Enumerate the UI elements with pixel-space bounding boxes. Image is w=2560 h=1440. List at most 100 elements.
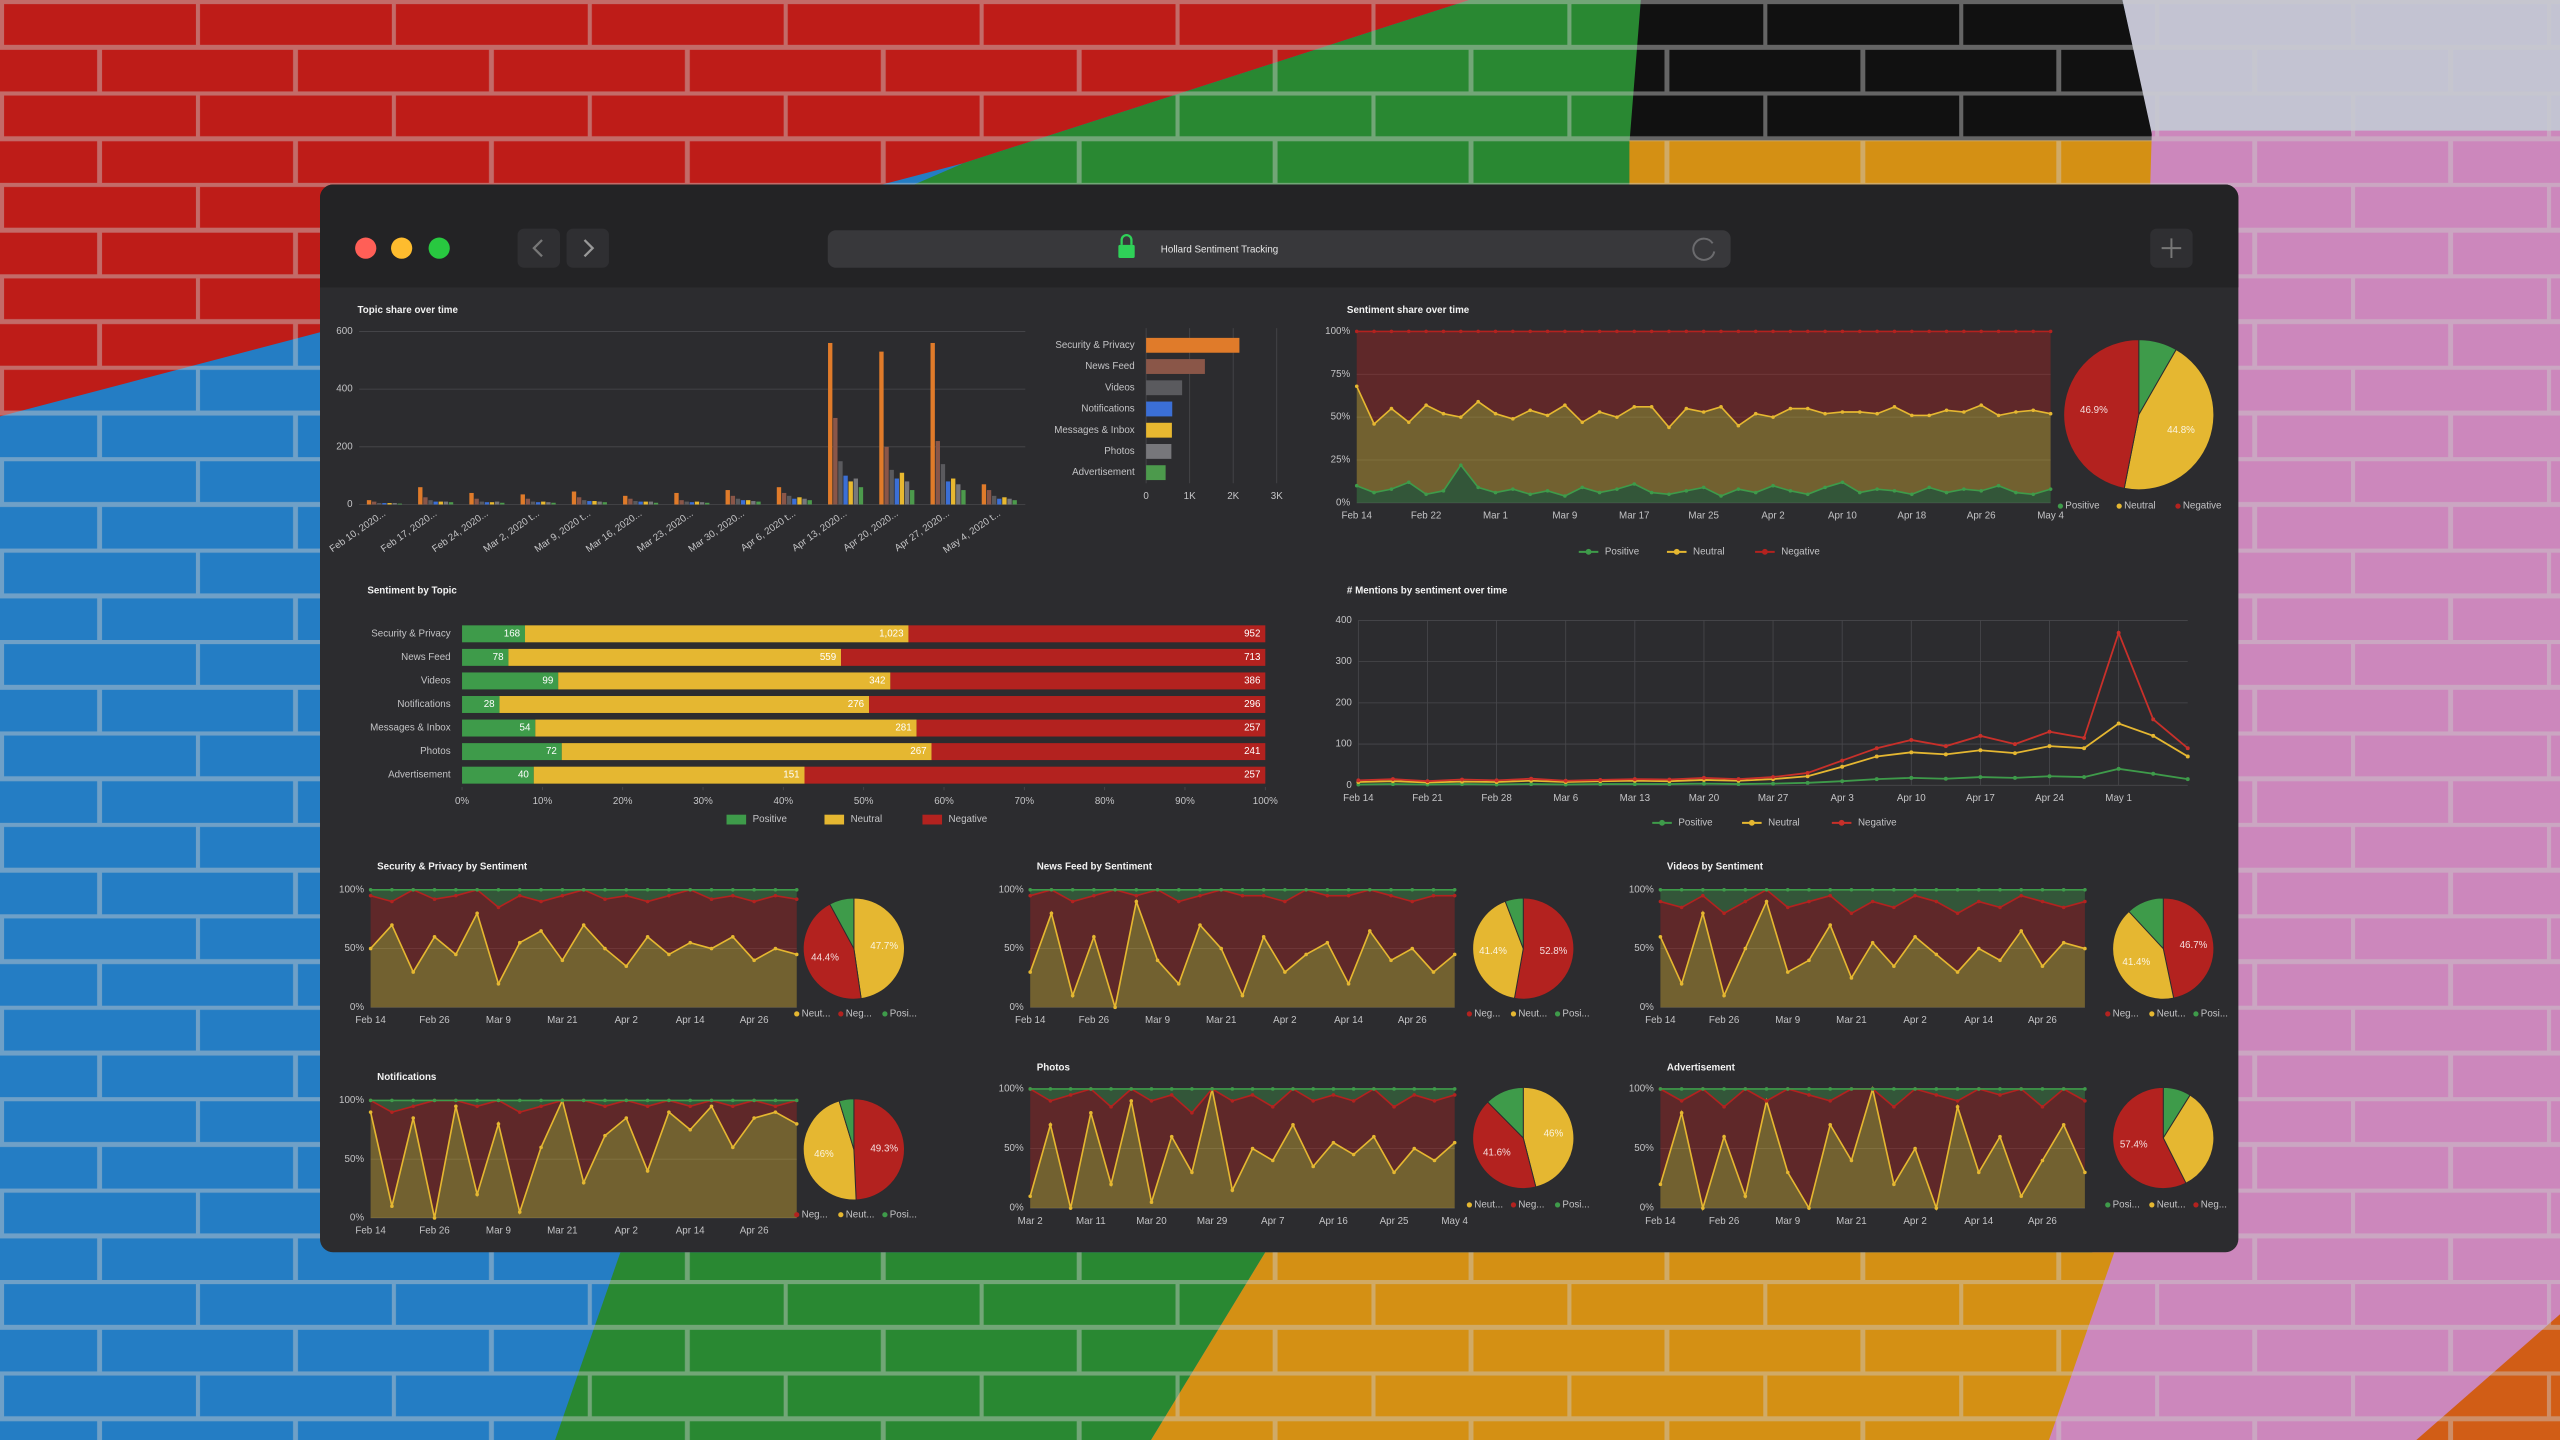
point (1943, 744, 1948, 749)
point (1658, 1182, 1663, 1187)
point (1955, 970, 1960, 974)
point (1563, 494, 1567, 498)
point (1431, 970, 1436, 974)
point (2047, 729, 2052, 734)
point (1892, 405, 1897, 409)
point (1529, 782, 1534, 787)
bar-segment (462, 672, 559, 690)
legend-label: Negative (949, 814, 988, 825)
point (688, 940, 692, 945)
pie-slice (802, 1100, 857, 1201)
value-label: 257 (1244, 770, 1260, 781)
chart-title: Security & Privacy by Sentiment (377, 862, 528, 873)
point (1261, 888, 1266, 892)
bar (889, 469, 894, 505)
forward-button[interactable] (566, 228, 609, 268)
area-fill (370, 1100, 797, 1113)
x-tick-label: Feb 28 (1481, 793, 1512, 804)
point (2047, 744, 2052, 749)
point (1913, 1146, 1917, 1151)
x-tick-label: Mar 9 (486, 1015, 511, 1026)
point (2151, 771, 2156, 776)
point (773, 1104, 778, 1109)
point (1240, 893, 1245, 898)
window-frame (320, 184, 2239, 1253)
point (1092, 888, 1096, 892)
point (1412, 1146, 1417, 1151)
legend-dot (794, 1011, 800, 1017)
close-button[interactable] (355, 237, 377, 259)
x-tick-label: Apr 24 (2035, 793, 2064, 804)
address-bar[interactable] (827, 230, 1731, 268)
bar (1012, 500, 1017, 505)
point (1944, 490, 1949, 495)
point (1109, 1182, 1113, 1187)
x-tick-label: Apr 2 (615, 1015, 638, 1026)
new-tab-button[interactable] (2150, 228, 2193, 268)
legend-dot (2149, 1202, 2155, 1208)
point (1785, 1170, 1790, 1175)
minimize-button[interactable] (391, 237, 413, 259)
legend-label: Posi... (1562, 1199, 1589, 1210)
legend-dot (2105, 1011, 2111, 1017)
point (1849, 888, 1854, 892)
point (752, 1098, 756, 1103)
bar (643, 501, 648, 505)
point (624, 1098, 629, 1103)
point (1998, 958, 2002, 963)
point (1283, 888, 1287, 892)
point (1875, 329, 1879, 334)
point (368, 893, 373, 898)
point (1955, 911, 1960, 916)
point (1934, 1087, 1939, 1091)
legend-label: Neg... (2113, 1008, 2139, 1019)
x-tick-label: May 1 (2105, 793, 2132, 804)
point (709, 897, 714, 901)
legend-label: Neut... (1474, 1199, 1503, 1210)
zoom-button[interactable] (428, 237, 450, 259)
point (1743, 1194, 1748, 1199)
point (1927, 413, 1931, 418)
bar (991, 495, 997, 505)
point (1788, 406, 1793, 411)
y-tick-label: 75% (1331, 369, 1351, 380)
series-line (1029, 1088, 1456, 1209)
point (1892, 905, 1896, 910)
point (1210, 1087, 1214, 1091)
pie-slice (2063, 339, 2140, 489)
chart-title: News Feed by Sentiment (1037, 862, 1153, 873)
bar (951, 478, 956, 505)
point (1432, 1087, 1437, 1091)
point (1743, 1087, 1748, 1091)
bar (592, 501, 597, 505)
point (1291, 1087, 1295, 1091)
point (1892, 1182, 1896, 1187)
legend-label: Positive (1605, 546, 1639, 557)
bar (910, 490, 915, 505)
point (1176, 888, 1181, 892)
point (2185, 777, 2190, 782)
point (1304, 888, 1308, 892)
point (1068, 1093, 1073, 1097)
x-tick-label: 40% (774, 796, 794, 807)
bar-segment (869, 696, 1266, 713)
point (1870, 1087, 1875, 1091)
point (411, 888, 416, 892)
legend-dot (794, 1212, 800, 1218)
x-tick-label: Feb 14 (1645, 1216, 1676, 1227)
point (1978, 775, 1983, 780)
point (1722, 1134, 1726, 1139)
point (1563, 329, 1567, 334)
point (1311, 1087, 1315, 1091)
back-button[interactable] (517, 228, 560, 268)
reload-button[interactable] (1692, 237, 1716, 261)
point (1701, 775, 1706, 780)
y-tick-label: 0% (1010, 1203, 1024, 1214)
point (2031, 492, 2036, 497)
point (1431, 893, 1436, 898)
point (496, 982, 501, 986)
point (1528, 492, 1532, 497)
point (752, 899, 756, 904)
point (1459, 463, 1463, 467)
